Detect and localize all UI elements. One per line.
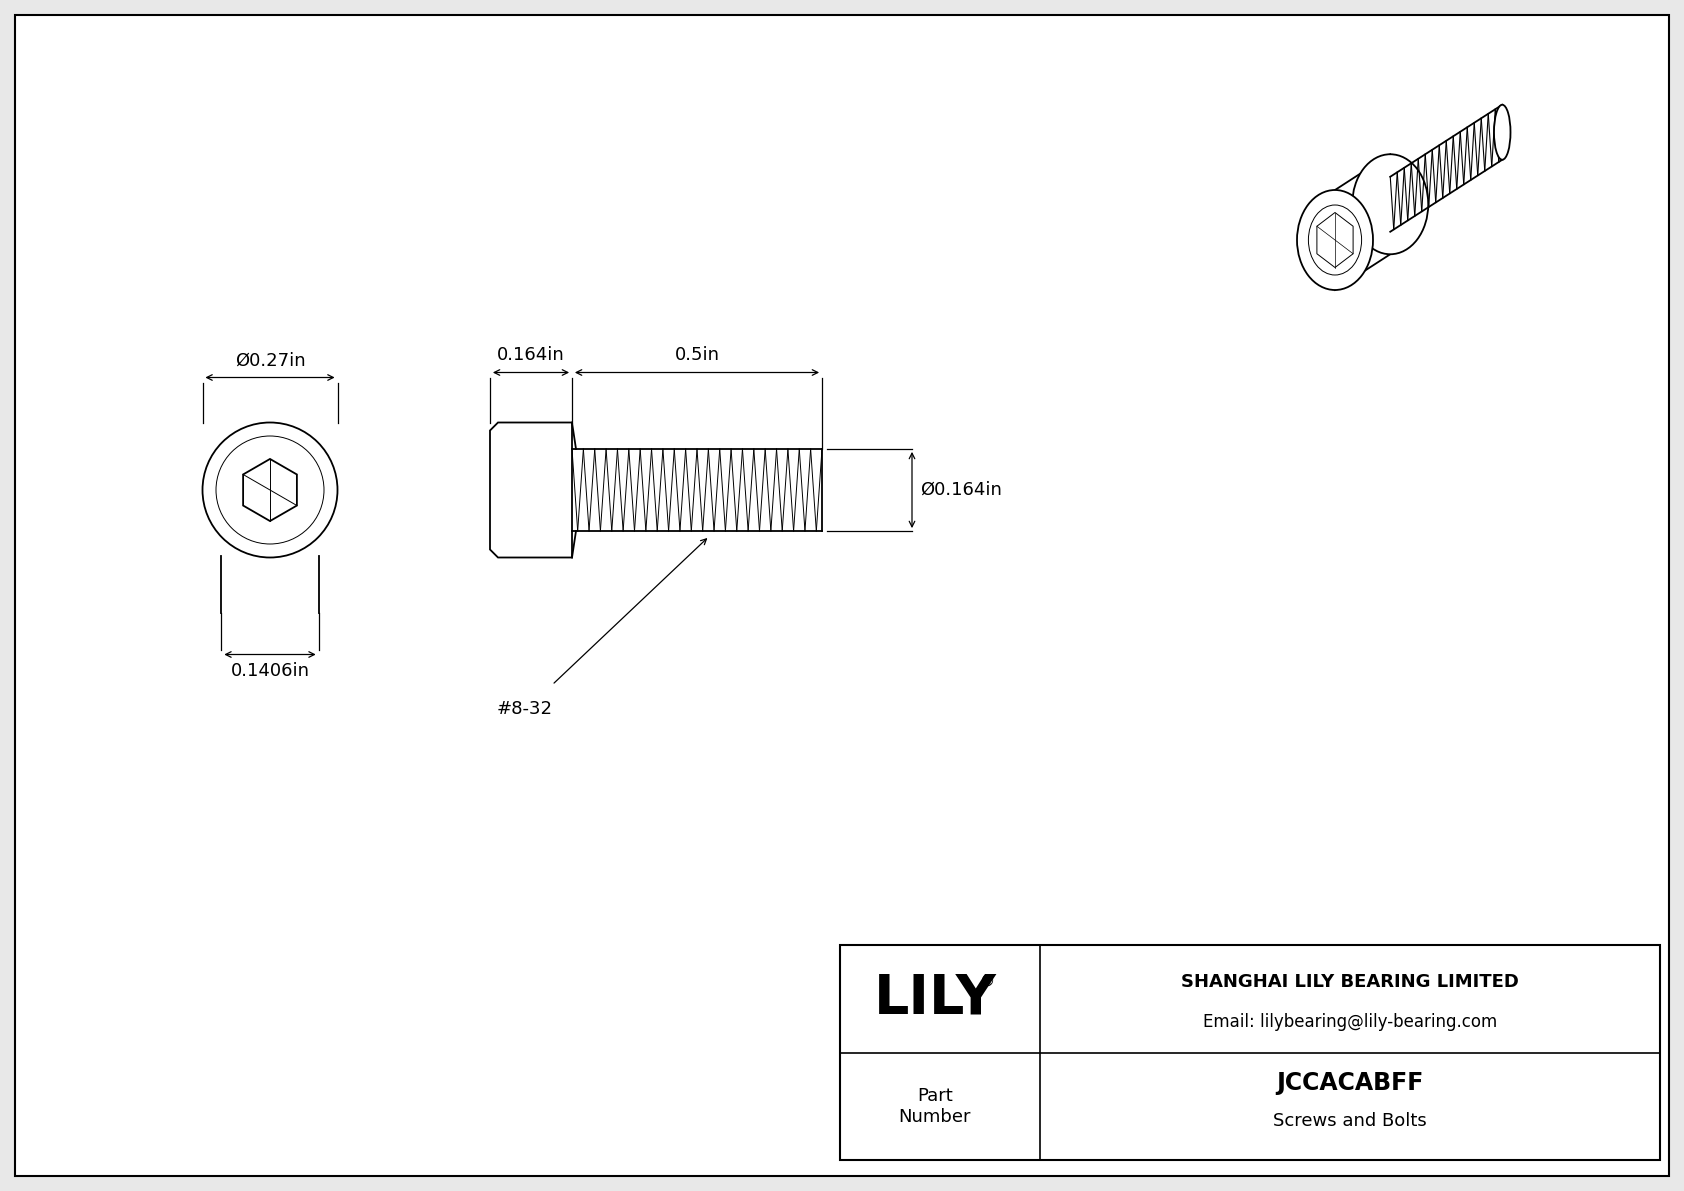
Text: SHANGHAI LILY BEARING LIMITED: SHANGHAI LILY BEARING LIMITED: [1180, 973, 1519, 991]
Ellipse shape: [1494, 105, 1511, 160]
Text: Email: lilybearing@lily-bearing.com: Email: lilybearing@lily-bearing.com: [1202, 1014, 1497, 1031]
Text: Screws and Bolts: Screws and Bolts: [1273, 1112, 1426, 1130]
Text: #8-32: #8-32: [497, 700, 552, 718]
Text: JCCACABFF: JCCACABFF: [1276, 1071, 1423, 1095]
Text: Ø0.27in: Ø0.27in: [234, 351, 305, 369]
Bar: [840, 944, 1660, 1160]
Ellipse shape: [1308, 205, 1362, 275]
Text: 0.1406in: 0.1406in: [231, 662, 310, 680]
Circle shape: [202, 423, 337, 557]
Polygon shape: [490, 423, 573, 557]
Ellipse shape: [1297, 191, 1372, 289]
Polygon shape: [1317, 212, 1354, 268]
Polygon shape: [242, 459, 296, 520]
Text: 0.164in: 0.164in: [497, 347, 564, 364]
Text: 0.5in: 0.5in: [675, 347, 719, 364]
Text: Ø0.164in: Ø0.164in: [919, 481, 1002, 499]
Text: LILY: LILY: [874, 972, 997, 1025]
Circle shape: [216, 436, 323, 544]
Text: Part
Number: Part Number: [899, 1087, 972, 1125]
Text: ®: ®: [980, 974, 995, 990]
Ellipse shape: [1352, 155, 1428, 254]
